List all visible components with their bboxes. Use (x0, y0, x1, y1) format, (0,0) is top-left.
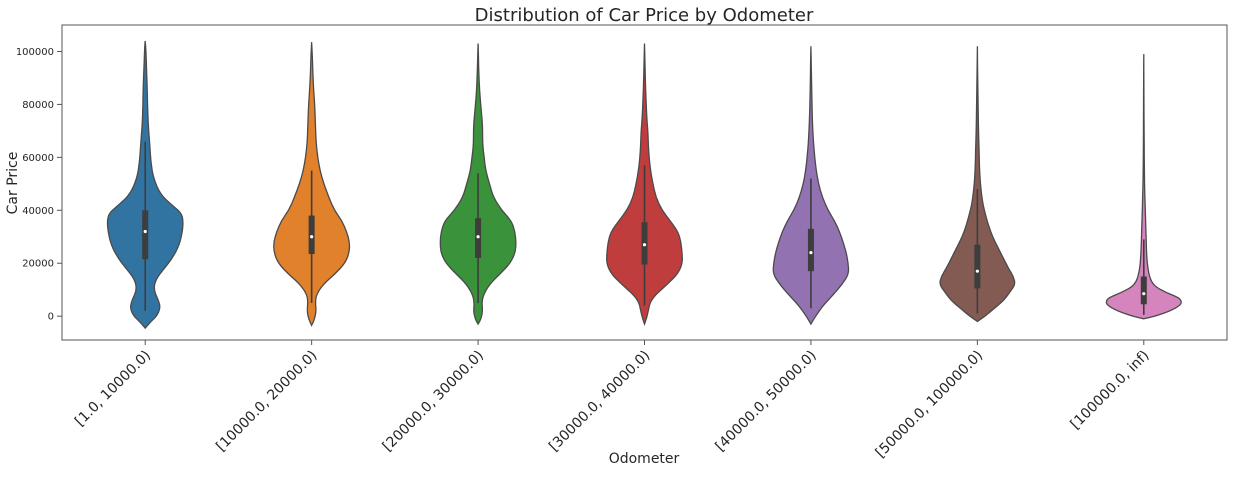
y-tick-label: 80000 (22, 100, 54, 111)
violin-6 (939, 46, 1016, 323)
x-axis: [1.0, 10000.0) [10000.0, 20000.0) [20000.0… (72, 340, 1153, 461)
y-tick-label: 40000 (22, 206, 54, 217)
x-tick-label: [20000.0, 30000.0) (380, 348, 487, 455)
y-tick-label: 100000 (16, 47, 54, 58)
x-tick-label: [1.0, 10000.0) (72, 348, 154, 430)
violin-1 (106, 40, 184, 330)
x-tick-label: [30000.0, 40000.0) (546, 348, 653, 455)
violin-iqr-box (142, 210, 149, 260)
y-tick-label: 20000 (22, 259, 54, 270)
y-axis: 0 20000 40000 60000 80000 100000 (16, 47, 62, 323)
violin-body (939, 46, 1016, 323)
y-tick-label: 0 (48, 312, 54, 323)
violin-3 (439, 43, 517, 326)
violin-iqr-box (974, 244, 981, 289)
violin-5 (772, 46, 850, 326)
violins-layer (106, 40, 1182, 330)
violin-iqr-box (1140, 276, 1147, 305)
y-axis-label: Car Price (5, 152, 21, 215)
violin-iqr-box (807, 228, 814, 272)
y-tick-label: 60000 (22, 153, 54, 164)
x-tick-label: [40000.0, 50000.0) (713, 348, 820, 455)
violin-iqr-box (308, 215, 315, 254)
violin-7 (1105, 54, 1182, 320)
violin-median (809, 251, 813, 255)
violin-median (975, 269, 979, 273)
violin-median (1142, 292, 1146, 296)
violin-median (310, 235, 314, 239)
violin-2 (273, 42, 351, 327)
violin-median (642, 243, 647, 247)
x-axis-label: Odometer (609, 451, 680, 467)
x-tick-label: [10000.0, 20000.0) (213, 348, 320, 455)
violin-median (476, 235, 480, 239)
violin-4 (606, 43, 683, 327)
violin-body (1105, 54, 1182, 320)
x-tick-label: [100000.0, inf) (1068, 348, 1153, 433)
chart-title: Distribution of Car Price by Odometer (475, 5, 814, 26)
violin-median (143, 229, 147, 234)
x-tick-label: [50000.0, 100000.0) (873, 348, 987, 462)
